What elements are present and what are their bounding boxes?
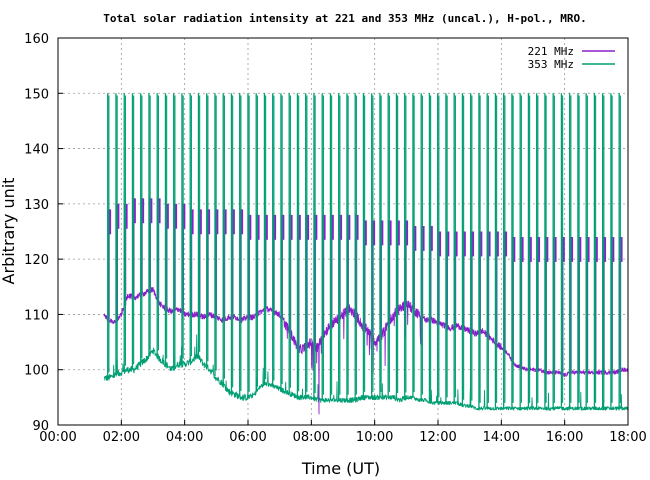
x-tick-label: 02:00 xyxy=(103,430,140,445)
x-tick-label: 14:00 xyxy=(483,430,520,445)
plot-frame xyxy=(57,37,629,426)
legend: 221 MHz 353 MHz xyxy=(528,45,615,71)
x-axis-label: Time (UT) xyxy=(301,459,380,478)
y-tick-label: 120 xyxy=(24,253,49,268)
grid xyxy=(58,38,628,425)
x-tick-label: 08:00 xyxy=(293,430,330,445)
y-tick-label: 90 xyxy=(32,419,49,434)
ticks: 00:00 02:00 04:00 06:00 08:00 10:00 12:00 14:00… xyxy=(24,32,647,445)
y-tick-label: 110 xyxy=(24,308,49,323)
y-tick-label: 150 xyxy=(24,87,49,102)
y-axis-label: Arbitrary unit xyxy=(0,178,18,285)
series-line-353mhz xyxy=(103,334,629,411)
x-tick-label: 00:00 xyxy=(39,430,76,445)
x-tick-label: 06:00 xyxy=(229,430,266,445)
y-tick-label: 100 xyxy=(24,364,49,379)
x-tick-label: 18:00 xyxy=(609,430,646,445)
y-tick-label: 140 xyxy=(24,143,49,158)
series-layer xyxy=(103,93,629,415)
y-tick-label: 130 xyxy=(24,198,49,213)
x-tick-label: 16:00 xyxy=(546,430,583,445)
x-tick-label: 04:00 xyxy=(166,430,203,445)
legend-label-221mhz: 221 MHz xyxy=(528,45,574,58)
x-tick-label: 10:00 xyxy=(356,430,393,445)
x-tick-label: 12:00 xyxy=(419,430,456,445)
legend-label-353mhz: 353 MHz xyxy=(528,58,574,71)
chart-title: Total solar radiation intensity at 221 a… xyxy=(103,12,586,25)
y-tick-label: 160 xyxy=(24,32,49,47)
